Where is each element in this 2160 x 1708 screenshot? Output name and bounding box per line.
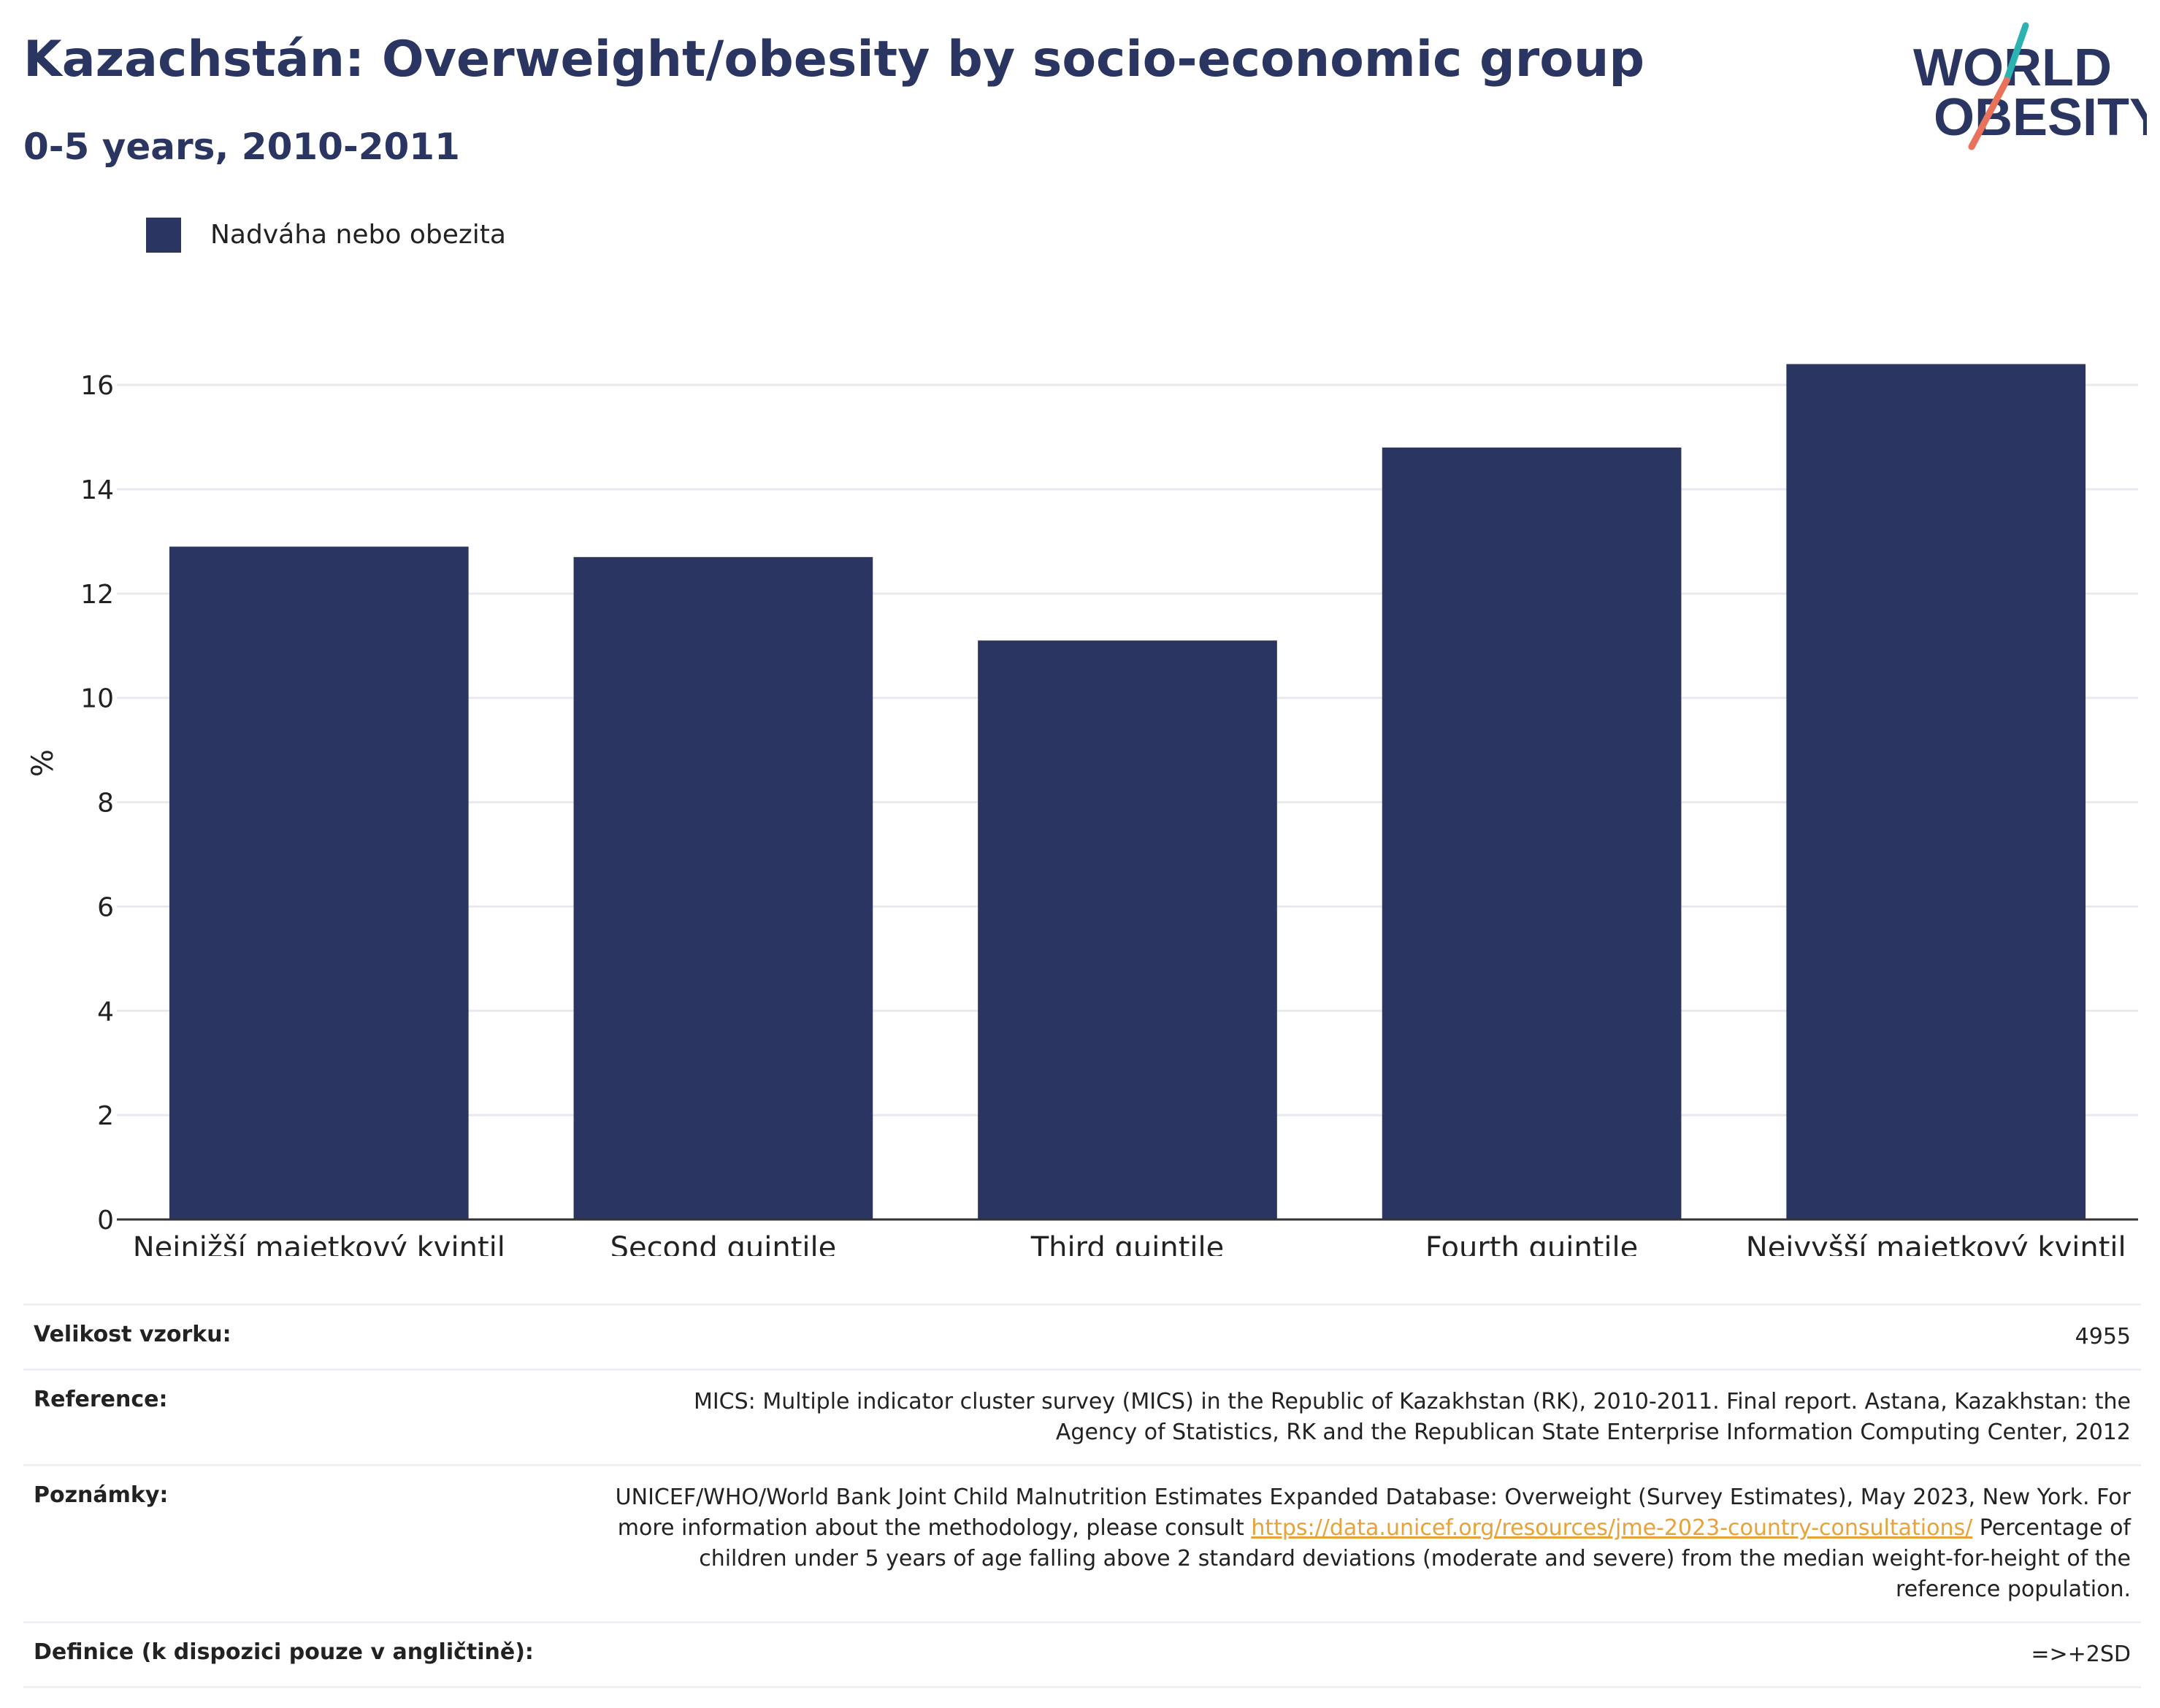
bar: [1382, 447, 1682, 1219]
y-axis-title: %: [26, 749, 60, 777]
legend-label: Nadváha nebo obezita: [210, 220, 506, 250]
logo-text-obesity: OBESITY: [1934, 88, 2147, 147]
bar: [169, 546, 469, 1219]
y-tick-label: 2: [97, 1101, 114, 1131]
notes-value: UNICEF/WHO/World Bank Joint Child Malnut…: [612, 1482, 2131, 1605]
bar: [1786, 364, 2086, 1219]
notes-link[interactable]: https://data.unicef.org/resources/jme-20…: [1251, 1515, 1973, 1541]
chart-title: Kazachstán: Overweight/obesity by socio-…: [23, 31, 1645, 88]
bar: [573, 556, 873, 1219]
notes-text-after: Percentage of children under 5 years of …: [699, 1515, 2131, 1602]
logo-slash-coral: [1968, 77, 2010, 150]
bar: [978, 640, 1277, 1219]
legend-swatch: [146, 218, 181, 253]
y-tick-label: 16: [80, 371, 114, 401]
y-tick-label: 0: [97, 1206, 114, 1236]
notes-row: Poznámky: UNICEF/WHO/World Bank Joint Ch…: [23, 1464, 2141, 1621]
reference-row: Reference: MICS: Multiple indicator clus…: [23, 1368, 2141, 1464]
world-obesity-logo: WORLD OBESITY: [1913, 22, 2147, 150]
chart-subtitle: 0-5 years, 2010-2011: [23, 126, 460, 168]
x-tick-label: Fourth quintile: [1425, 1231, 1638, 1256]
logo-slash-teal: [2003, 22, 2029, 84]
sample-size-label: Velikost vzorku:: [34, 1322, 231, 1347]
sample-size-row: Velikost vzorku: 4955: [23, 1303, 2141, 1368]
y-tick-label: 14: [80, 475, 114, 505]
reference-value: MICS: Multiple indicator cluster survey …: [693, 1389, 2131, 1445]
x-tick-label: Nejvyšší majetkový kvintil: [1746, 1231, 2126, 1256]
y-tick-label: 8: [97, 789, 114, 819]
y-tick-label: 12: [80, 580, 114, 610]
x-tick-label: Nejnižší majetkový kvintil: [133, 1231, 505, 1256]
y-tick-label: 6: [97, 892, 114, 922]
x-tick-label: Third quintile: [1030, 1231, 1224, 1256]
sample-size-value: 4955: [2075, 1324, 2131, 1349]
definition-label: Definice (k dispozici pouze v angličtině…: [34, 1639, 534, 1665]
y-tick-label: 10: [80, 684, 114, 714]
bar-chart: 0 2 4 6 8 10 12 14 16% Nejnižší majetkový kvintil…: [26, 364, 2138, 1256]
definition-row: Definice (k dispozici pouze v angličtině…: [23, 1621, 2141, 1688]
reference-label: Reference:: [34, 1387, 168, 1412]
x-tick-label: Second quintile: [610, 1231, 837, 1256]
notes-text-before: UNICEF/WHO/World Bank Joint Child Malnut…: [615, 1485, 2131, 1541]
metadata-table: Velikost vzorku: 4955 Reference: MICS: M…: [23, 1303, 2141, 1688]
notes-label: Poznámky:: [34, 1482, 169, 1508]
y-tick-label: 4: [97, 997, 114, 1027]
definition-value: =>+2SD: [2031, 1642, 2131, 1667]
